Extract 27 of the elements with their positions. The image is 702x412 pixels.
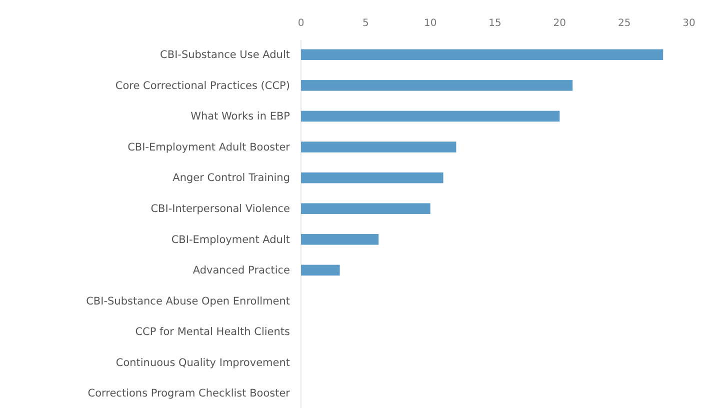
y-tick-label: CBI-Employment Adult Booster (128, 141, 291, 154)
x-tick-label: 5 (362, 18, 369, 29)
y-tick-label: CBI-Substance Use Adult (160, 48, 290, 61)
x-tick-label: 25 (618, 18, 631, 29)
y-tick-label: CBI-Employment Adult (171, 234, 290, 246)
y-tick-label: Core Correctional Practices (CCP) (115, 80, 290, 92)
y-tick-label: CBI-Substance Abuse Open Enrollment (86, 295, 290, 308)
bar (301, 49, 664, 60)
x-tick-label: 15 (488, 18, 502, 29)
y-tick-label: CCP for Mental Health Clients (135, 326, 290, 338)
y-tick-label: Advanced Practice (192, 264, 290, 277)
y-tick-label: Corrections Program Checklist Booster (88, 388, 291, 400)
y-tick-label: What Works in EBP (190, 110, 290, 123)
bar (301, 172, 444, 184)
x-tick-label: 30 (682, 18, 696, 29)
bar (301, 142, 456, 152)
bar (301, 110, 560, 122)
x-tick-label: 0 (298, 18, 304, 29)
x-tick-label: 20 (553, 18, 566, 29)
bar (301, 80, 573, 91)
bar (301, 203, 430, 214)
y-tick-label: Continuous Quality Improvement (116, 356, 290, 369)
y-tick-label: CBI-Interpersonal Violence (150, 202, 290, 215)
y-tick-label: Anger Control Training (172, 172, 290, 184)
bar (301, 264, 340, 276)
x-tick-label: 10 (424, 18, 437, 29)
bar (301, 234, 379, 245)
